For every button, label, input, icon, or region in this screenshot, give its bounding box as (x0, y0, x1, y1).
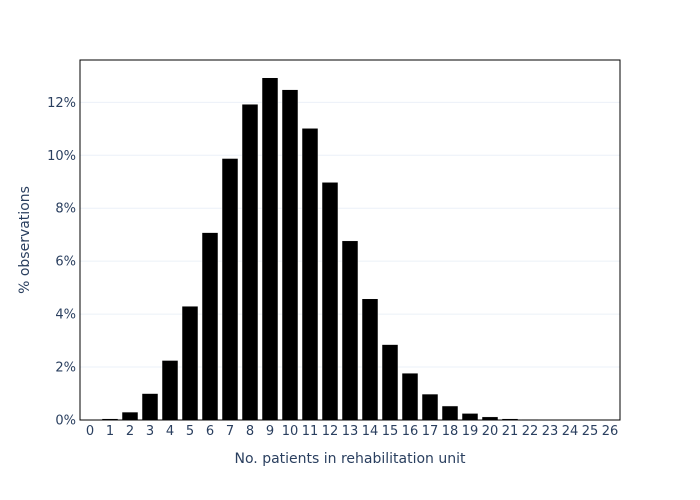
x-tick-label: 10 (282, 424, 299, 439)
bar-6 (201, 232, 219, 421)
x-tick-label: 19 (462, 424, 479, 439)
x-tick-label: 22 (522, 424, 539, 439)
x-tick-label: 8 (246, 424, 254, 439)
x-tick-label: 2 (126, 424, 134, 439)
bar-7 (221, 158, 239, 421)
x-tick-label: 7 (226, 424, 234, 439)
x-tick-label: 15 (382, 424, 399, 439)
x-tick-label: 1 (106, 424, 114, 439)
y-tick-label: 12% (47, 96, 76, 111)
bar-4 (161, 360, 179, 421)
y-tick-label: 0% (55, 414, 76, 429)
y-tick-label: 6% (55, 255, 76, 270)
y-tick-labels: 0% 2% 4% 6% 8% 10% 12% (47, 96, 76, 429)
bar-2 (121, 411, 139, 421)
x-tick-label: 17 (422, 424, 439, 439)
bar-3 (141, 393, 159, 421)
bar-9 (261, 77, 279, 421)
bar-13 (341, 240, 359, 421)
x-tick-label: 0 (86, 424, 94, 439)
x-tick-label: 12 (322, 424, 339, 439)
x-tick-label: 25 (582, 424, 599, 439)
bar-15 (381, 344, 399, 421)
bar-17 (421, 393, 439, 421)
x-tick-label: 20 (482, 424, 499, 439)
x-axis-title: No. patients in rehabilitation unit (235, 451, 467, 467)
y-axis-title: % observations (17, 186, 33, 294)
x-tick-label: 3 (146, 424, 154, 439)
x-tick-label: 6 (206, 424, 214, 439)
bar-16 (401, 372, 419, 421)
bar-5 (181, 305, 199, 421)
bar-layer (101, 77, 559, 421)
bar-8 (241, 103, 259, 421)
x-tick-label: 4 (166, 424, 174, 439)
x-tick-label: 18 (442, 424, 459, 439)
x-tick-label: 23 (542, 424, 559, 439)
x-tick-labels: 0 1 2 3 4 5 6 7 8 9 10 11 12 13 14 15 16 17 18 19 20 21 22 23 24… (86, 424, 618, 439)
bar-11 (301, 128, 319, 421)
x-tick-label: 16 (402, 424, 419, 439)
x-tick-label: 21 (502, 424, 519, 439)
x-tick-label: 14 (362, 424, 379, 439)
y-tick-label: 10% (47, 149, 76, 164)
x-tick-label: 24 (562, 424, 579, 439)
bar-14 (361, 298, 379, 421)
bar-19 (461, 413, 479, 421)
bar-10 (281, 89, 299, 421)
bar-18 (441, 405, 459, 421)
y-tick-label: 8% (55, 202, 76, 217)
x-tick-label: 11 (302, 424, 319, 439)
x-tick-label: 26 (602, 424, 619, 439)
y-tick-label: 2% (55, 361, 76, 376)
x-tick-label: 9 (266, 424, 274, 439)
y-tick-label: 4% (55, 308, 76, 323)
x-tick-label: 5 (186, 424, 194, 439)
x-tick-label: 13 (342, 424, 359, 439)
plot-frame (79, 59, 621, 421)
bar-12 (321, 182, 339, 421)
